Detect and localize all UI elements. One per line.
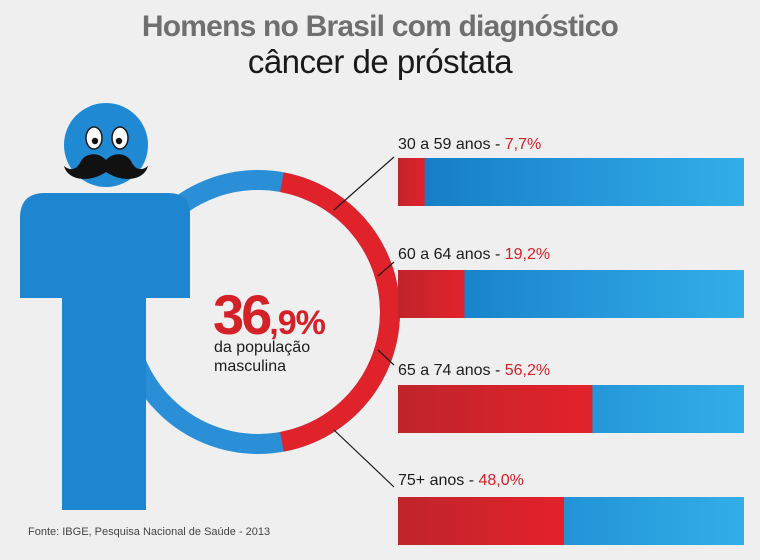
bar-fill-3 bbox=[398, 497, 565, 545]
chart-title: Homens no Brasil com diagnóstico bbox=[141, 10, 619, 43]
bar-fill-2 bbox=[398, 385, 593, 433]
bar-label-2: 65 a 74 anos - 56,2% bbox=[398, 362, 551, 379]
bar-fill-1 bbox=[398, 270, 465, 318]
bar-category-2: 65 a 74 anos bbox=[398, 362, 491, 379]
ring-highlight-arc bbox=[280, 172, 400, 452]
bar-track-0 bbox=[398, 158, 744, 206]
person-figure bbox=[20, 103, 190, 510]
bar-category-1: 60 a 64 anos bbox=[398, 246, 491, 263]
bar-fill-0 bbox=[398, 158, 425, 206]
mustache-icon bbox=[64, 154, 148, 179]
bar-label-3: 75+ anos - 48,0% bbox=[398, 472, 524, 489]
chart-subtitle: câncer de próstata bbox=[247, 43, 513, 80]
center-caption: da população masculina bbox=[214, 339, 311, 375]
connector-line-2 bbox=[377, 261, 395, 277]
bar-category-3: 75+ anos bbox=[398, 472, 465, 489]
connector-line-1 bbox=[333, 156, 395, 211]
bar-label-0: 30 a 59 anos - 7,7% bbox=[398, 136, 542, 153]
bar-category-0: 30 a 59 anos bbox=[398, 136, 491, 153]
center-percentage-decimal: ,9% bbox=[269, 304, 326, 342]
bar-value-1: 19,2% bbox=[504, 246, 551, 263]
center-percentage: 36,9% bbox=[213, 282, 326, 347]
bar-value-2: 56,2% bbox=[504, 362, 551, 379]
connector-line-4 bbox=[333, 429, 395, 488]
bar-value-3: 48,0% bbox=[478, 472, 524, 489]
connector-line-3 bbox=[377, 349, 395, 366]
bar-value-0: 7,7% bbox=[504, 136, 542, 153]
bar-label-1: 60 a 64 anos - 19,2% bbox=[398, 246, 551, 263]
center-percentage-integer: 36 bbox=[213, 283, 272, 346]
source-note: Fonte: IBGE, Pesquisa Nacional de Saúde … bbox=[28, 526, 271, 538]
